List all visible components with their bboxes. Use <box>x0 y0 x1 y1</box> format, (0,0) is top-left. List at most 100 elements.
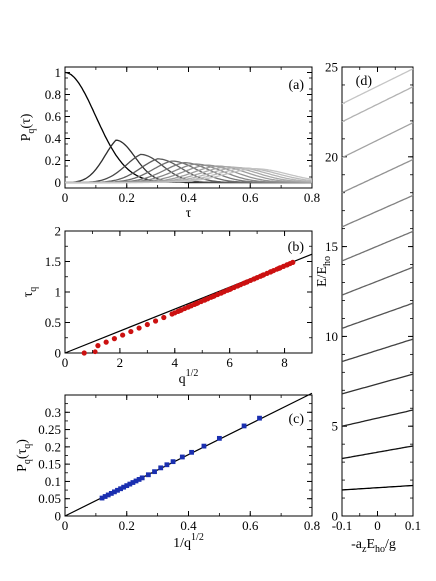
series-line <box>341 302 414 329</box>
panel-a: 0 0.2 0.4 0.6 0.8 0 0.2 0.4 0.6 0.8 1 (a) τ Pq(τ) <box>19 65 320 221</box>
panel-label: (c) <box>288 412 304 427</box>
series-line <box>341 266 414 296</box>
data-point <box>158 465 164 471</box>
y-tick-label: 2 <box>55 224 62 239</box>
data-point <box>118 486 123 492</box>
x-tick-label: 0.2 <box>119 518 135 533</box>
y-tick-label: 0.15 <box>38 457 61 472</box>
y-tick-label: 0.05 <box>38 491 61 506</box>
data-point <box>257 415 262 421</box>
data-point <box>130 480 136 485</box>
data-point <box>287 260 293 267</box>
data-point <box>133 478 139 484</box>
y-tick-label: 1 <box>55 285 62 300</box>
data-point <box>144 321 150 328</box>
series-line <box>65 167 313 184</box>
data-point <box>99 495 105 501</box>
data-point <box>128 328 134 335</box>
y-tick-label: 0 <box>332 509 339 524</box>
series-line <box>341 68 414 105</box>
data-point <box>112 489 117 495</box>
y-tick-label: 25 <box>325 60 338 75</box>
data-point <box>120 332 126 338</box>
series-line <box>341 122 414 159</box>
x-tick-label: 0 <box>62 190 69 205</box>
series-line <box>341 338 414 363</box>
x-tick-label: 0.4 <box>180 190 197 205</box>
data-point <box>103 339 109 345</box>
data-point <box>108 490 114 496</box>
y-axis-label: Pq(τ) <box>19 113 37 141</box>
series-line <box>341 373 414 395</box>
y-tick-label: 1 <box>55 65 62 80</box>
y-tick-label: 0.4 <box>45 131 62 146</box>
x-tick-label: 2 <box>117 355 124 370</box>
x-tick-label: 0.2 <box>119 190 135 205</box>
series-line <box>341 194 414 228</box>
data-point <box>152 469 157 475</box>
panel-label: (b) <box>288 240 305 255</box>
x-tick-label: 0.6 <box>242 518 259 533</box>
x-tick-label: 0.4 <box>180 518 197 533</box>
plot-frame <box>64 230 313 354</box>
x-tick-label: 0.8 <box>304 518 320 533</box>
data-point <box>127 481 133 487</box>
y-tick-label: 5 <box>332 419 339 434</box>
y-tick-label: 0.8 <box>45 87 61 102</box>
x-tick-label: 0 <box>62 518 69 533</box>
x-tick-label: 6 <box>226 355 233 370</box>
panel-c: 0 0.2 0.4 0.6 0.800.050.10.150.20.250.3 (c)1/… <box>15 392 320 551</box>
data-point <box>92 349 98 355</box>
data-point <box>136 325 142 331</box>
y-tick-label: 0.1 <box>45 474 61 489</box>
y-tick-label: 0 <box>55 346 62 361</box>
data-point <box>124 483 130 489</box>
y-tick-label: 15 <box>325 239 338 254</box>
y-tick-label: 0.2 <box>45 153 61 168</box>
data-point <box>121 484 127 490</box>
y-tick-label: 0 <box>55 175 62 190</box>
x-tick-label: 8 <box>281 355 288 370</box>
y-tick-label: 0.6 <box>45 109 62 124</box>
data-point <box>145 472 151 478</box>
x-axis-label: 1/q1/2 <box>173 532 204 551</box>
y-axis-label: Pq(τq) <box>15 439 33 472</box>
y-tick-label: 0.25 <box>38 422 61 437</box>
data-point <box>152 318 159 324</box>
x-tick-label: 0.6 <box>242 190 259 205</box>
x-tick-label: 4 <box>172 355 179 370</box>
series-line <box>341 409 414 427</box>
y-tick-label: 0.2 <box>45 439 61 454</box>
data-point <box>201 443 207 449</box>
data-point <box>81 350 87 356</box>
y-axis-label: E/Eho <box>315 256 333 287</box>
y-tick-label: 0.3 <box>45 405 61 420</box>
data-point <box>136 477 142 482</box>
y-tick-label: 20 <box>325 149 338 164</box>
y-tick-label: 0 <box>55 509 62 524</box>
data-point <box>105 492 111 498</box>
series-line <box>341 445 414 460</box>
x-tick-label: 0.8 <box>304 190 320 205</box>
data-point <box>95 343 101 349</box>
data-point <box>111 336 117 342</box>
x-axis-label: q1/2 <box>179 368 199 387</box>
data-point <box>179 454 185 460</box>
panel-label: (a) <box>288 78 304 93</box>
x-axis-label: τ <box>186 206 192 221</box>
x-tick-label: -0.1 <box>332 518 353 533</box>
x-tick-label: 0 <box>62 355 69 370</box>
data-point <box>102 494 108 499</box>
data-point <box>216 435 222 441</box>
series-line <box>341 484 414 491</box>
data-point <box>164 462 170 468</box>
x-tick-label: 0 <box>374 518 381 533</box>
data-point <box>189 449 194 455</box>
data-point <box>241 423 247 429</box>
series-line <box>341 158 414 194</box>
data-point <box>115 487 120 493</box>
y-tick-label: 1.5 <box>45 254 61 269</box>
x-tick-label: 0.1 <box>405 518 421 533</box>
